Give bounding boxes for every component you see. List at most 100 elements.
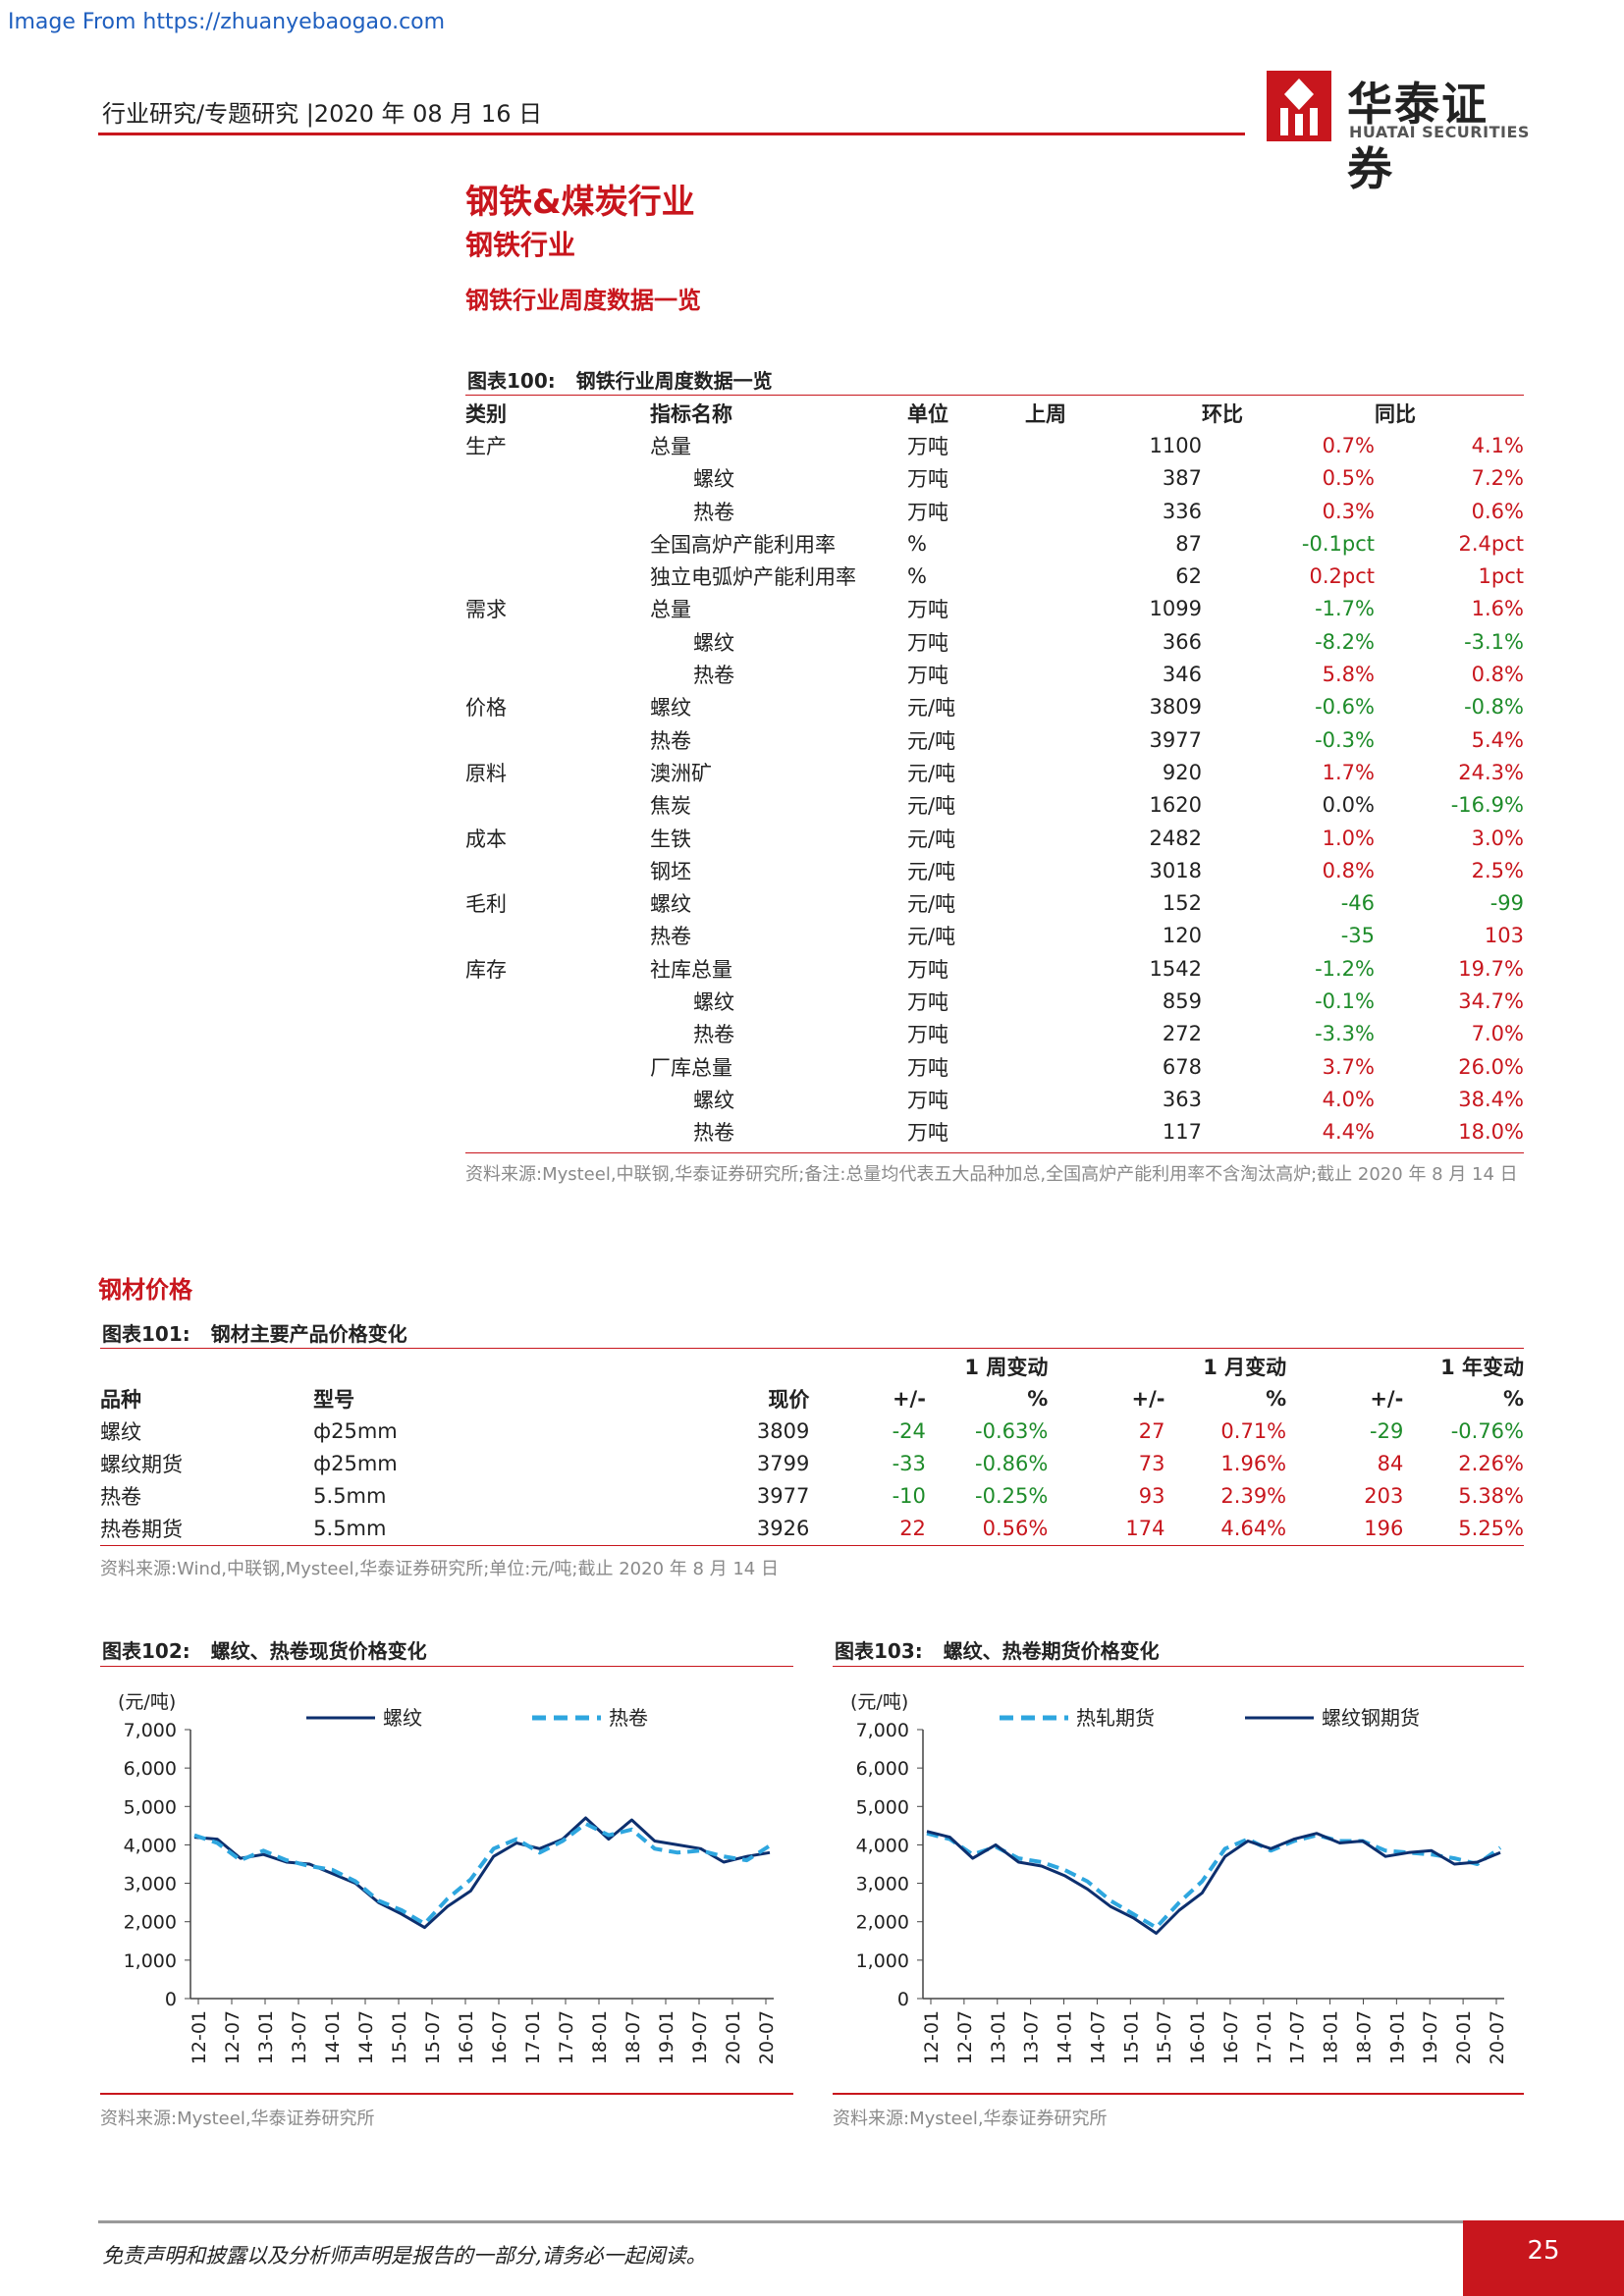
cell-value: 272 [1162,1022,1202,1046]
cell-value: 1542 [1149,956,1202,981]
cell-year-change: 196 [1364,1516,1404,1540]
table-header-row: 品种 型号 现价 +/- % +/- % +/- % [100,1382,1524,1415]
y-tick-label: 5,000 [856,1796,909,1818]
cell-category [465,1083,650,1115]
y-tick-label: 2,000 [856,1912,909,1934]
cell-wow: -8.2% [1315,629,1375,654]
cell-yoy: 1pct [1478,564,1524,589]
cell-category: 生产 [465,434,507,458]
y-tick-label: 6,000 [124,1758,177,1780]
cell-yoy: 2.5% [1471,858,1524,882]
cell-value: 363 [1162,1087,1202,1111]
cell-category: 原料 [465,761,507,785]
cell-unit: 元/吨 [907,827,956,851]
x-tick-label: 12-01 [189,2010,210,2064]
weekly-data-table: 类别 指标名称 单位 上周 环比 同比 生产 总量 万吨 1100 0.7% 4.1% 螺纹… [465,397,1524,1148]
x-tick-label: 13-07 [289,2010,310,2064]
cell-value: 3018 [1149,858,1202,882]
cell-wow: 1.7% [1322,760,1375,784]
cell-wow: 0.3% [1322,499,1375,523]
fig103-title-text: 螺纹、热卷期货价格变化 [943,1639,1160,1663]
x-tick-label: 16-07 [1220,2010,1242,2064]
cell-wow: 4.0% [1322,1087,1375,1111]
cell-category [465,495,650,527]
fig101-title: 图表101: 钢材主要产品价格变化 [102,1318,407,1347]
cell-unit: 万吨 [907,1023,948,1047]
x-tick-label: 13-01 [988,2010,1009,2064]
cell-week-change: 22 [899,1516,926,1540]
x-tick-label: 16-01 [456,2010,477,2064]
cell-yoy: 7.0% [1471,1022,1524,1046]
x-tick-label: 19-07 [689,2010,711,2064]
table-row: 热卷 万吨 346 5.8% 0.8% [465,658,1524,690]
table-row: 全国高炉产能利用率% 87 -0.1pct 2.4pct [465,527,1524,560]
cell-indicator: 全国高炉产能利用率 [650,532,836,557]
col-header: +/- [1370,1386,1404,1411]
source-watermark[interactable]: Image From https://zhuanyebaogao.com [8,10,446,34]
series-line-0 [193,1816,771,1930]
cell-value: 1620 [1149,793,1202,818]
cell-indicator: 螺纹 [693,630,734,655]
table-row: 热卷 元/吨 3977 -0.3% 5.4% [465,723,1524,756]
table-row: 焦炭 元/吨 1620 0.0% -16.9% [465,789,1524,822]
fig102-bottom-rule [100,2093,793,2095]
cell-month-change: 27 [1138,1418,1165,1443]
cell-yoy: 26.0% [1458,1054,1524,1079]
series-line-1 [926,1830,1501,1935]
cell-unit: 元/吨 [907,925,956,949]
group-header-row: 1 周变动 1 月变动 1 年变动 [100,1350,1524,1382]
col-header: +/- [1131,1386,1165,1411]
cell-category [465,625,650,658]
cell-wow: -1.2% [1315,956,1375,981]
legend-label-1: 螺纹钢期货 [1322,1706,1420,1730]
table-row: 原料 澳洲矿 元/吨 920 1.7% 24.3% [465,756,1524,788]
cell-product: 螺纹期货 [100,1452,183,1476]
cell-indicator: 生铁 [650,827,691,851]
x-tick-label: 18-01 [1321,2010,1342,2064]
legend-label-1: 热卷 [609,1706,648,1730]
fig102-top-rule [100,1666,793,1667]
cell-unit: 万吨 [907,1055,948,1080]
cell-week-pct: 0.56% [982,1516,1049,1540]
y-tick-label: 6,000 [856,1758,909,1780]
fig101-top-rule [100,1348,1524,1349]
col-header: % [1027,1386,1049,1411]
cell-value: 2482 [1149,826,1202,850]
col-header: 品种 [100,1387,141,1412]
cell-wow: -1.7% [1315,597,1375,621]
cell-unit: % [907,531,927,556]
y-tick-label: 2,000 [124,1912,177,1934]
cell-value: 87 [1175,531,1202,556]
cell-yoy: 34.7% [1458,988,1524,1013]
y-tick-label: 3,000 [124,1874,177,1896]
x-tick-label: 18-01 [589,2010,611,2064]
table-row: 厂库总量 万吨 678 3.7% 26.0% [465,1050,1524,1083]
cell-month-change: 174 [1125,1516,1165,1540]
cell-yoy: -3.1% [1464,629,1524,654]
cell-week-pct: -0.86% [975,1451,1049,1475]
table-row: 热卷 万吨 117 4.4% 18.0% [465,1116,1524,1148]
cell-yoy: 3.0% [1471,826,1524,850]
y-tick-label: 7,000 [124,1720,177,1741]
cell-wow: 0.5% [1322,466,1375,491]
logo-cn-text: 华泰证券 [1347,78,1489,195]
report-header: 行业研究/专题研究 |2020 年 08 月 16 日 [102,100,543,128]
cell-unit: 万吨 [907,664,948,688]
cell-month-change: 73 [1138,1451,1165,1475]
cell-value: 1100 [1149,433,1202,457]
fig100-label: 图表100: [467,369,556,393]
x-tick-label: 13-01 [255,2010,277,2064]
col-header: % [1266,1386,1287,1411]
y-tick-label: 1,000 [856,1950,909,1972]
x-tick-label: 20-01 [1453,2010,1475,2064]
cell-wow: -46 [1340,891,1375,916]
rebar-hrc-spot-chart: (元/吨) 7,000 6,000 5,000 4,000 3,000 2,000 1,000… [118,1691,778,2064]
col-header: 上周 [1025,401,1066,426]
cell-yoy: 19.7% [1458,956,1524,981]
y-tick-label: 0 [165,1989,177,2010]
x-tick-label: 16-07 [489,2010,511,2064]
cell-unit: 万吨 [907,957,948,982]
col-header: 指标名称 [650,401,732,426]
cell-indicator: 厂库总量 [650,1055,732,1080]
col-header: 型号 [313,1387,355,1412]
